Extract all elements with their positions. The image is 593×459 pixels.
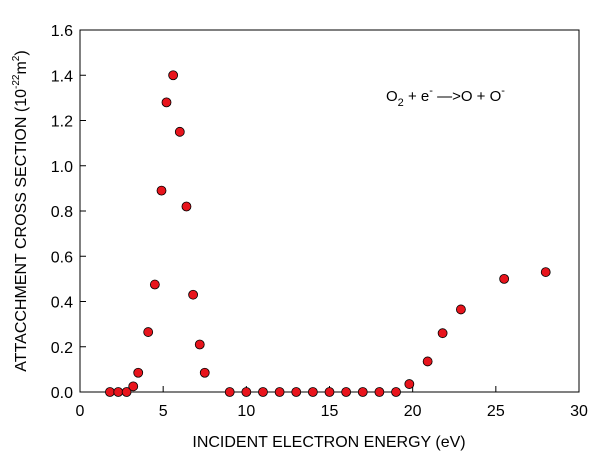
x-tick-label: 30	[570, 403, 588, 420]
data-point	[357, 387, 368, 397]
x-tick-label: 10	[237, 403, 255, 420]
data-point	[105, 387, 115, 397]
data-point	[188, 289, 199, 300]
x-tick-label: 20	[404, 403, 422, 420]
data-point	[199, 367, 210, 378]
data-point	[274, 387, 285, 397]
y-tick-label: 0.0	[51, 385, 73, 402]
data-point	[143, 327, 154, 337]
y-axis-title: ATTACCHMENT CROSS SECTION (10-22m2)	[11, 50, 30, 371]
data-point	[437, 328, 448, 339]
data-point	[307, 387, 318, 397]
data-point	[113, 387, 124, 397]
data-point	[128, 381, 139, 392]
data-point	[456, 304, 466, 315]
data-point	[241, 387, 252, 397]
data-point	[168, 70, 179, 81]
data-point	[149, 279, 160, 290]
data-point	[391, 387, 401, 397]
data-point	[324, 387, 335, 397]
y-tick-label: 1.6	[51, 23, 73, 40]
data-point	[224, 387, 235, 397]
data-point	[156, 185, 167, 196]
data-point	[133, 367, 144, 378]
x-tick-label: 25	[487, 403, 505, 420]
annot-sub2: 2	[398, 97, 404, 109]
annot-plus-e: + e	[404, 88, 429, 105]
y-axis-title-unit-exp: 2	[11, 55, 22, 61]
annot-sup-minus: -	[429, 85, 433, 97]
annot-o2: O	[386, 88, 398, 105]
data-point	[422, 356, 433, 367]
data-point	[291, 387, 302, 397]
data-point	[194, 339, 205, 350]
data-point	[161, 97, 172, 108]
data-point	[174, 126, 185, 137]
y-axis-title-exp: -22	[11, 74, 22, 89]
y-tick-label: 0.2	[51, 340, 73, 357]
y-axis-title-close: )	[13, 50, 30, 55]
y-tick-label: 1.0	[51, 159, 73, 176]
ticks: 0 5 10 15 20 25 30 0.0 0.2 0.4 0.6 0.8 1.0 1.2 1.4 1.6	[51, 23, 588, 420]
data-point	[341, 387, 352, 397]
y-axis-title-main: ATTACCHMENT CROSS SECTION (10	[13, 89, 30, 372]
y-tick-label: 1.4	[51, 68, 73, 85]
data-point	[540, 267, 551, 277]
y-tick-label: 0.8	[51, 204, 73, 221]
y-tick-label: 0.6	[51, 249, 73, 266]
x-tick-label: 15	[321, 403, 339, 420]
x-axis-title: INCIDENT ELECTRON ENERGY (eV)	[192, 434, 465, 451]
data-point	[499, 273, 510, 284]
data-point	[258, 387, 268, 397]
y-axis-title-group: ATTACCHMENT CROSS SECTION (10-22m2)	[11, 50, 30, 371]
x-tick-label: 5	[159, 403, 168, 420]
y-tick-label: 0.4	[51, 295, 73, 312]
data-point	[121, 387, 132, 397]
data-point	[374, 387, 385, 397]
y-axis-title-unit: m	[13, 61, 30, 74]
annot-sup-minus-2: -	[501, 85, 505, 97]
markers	[105, 70, 551, 397]
annot-arrow-products: —>O + O	[433, 88, 501, 105]
data-point	[181, 201, 192, 212]
data-point	[404, 379, 415, 389]
reaction-annotation: O2 + e- —>O + O-	[386, 85, 505, 109]
x-tick-label: 0	[76, 403, 85, 420]
y-tick-label: 1.2	[51, 114, 73, 131]
